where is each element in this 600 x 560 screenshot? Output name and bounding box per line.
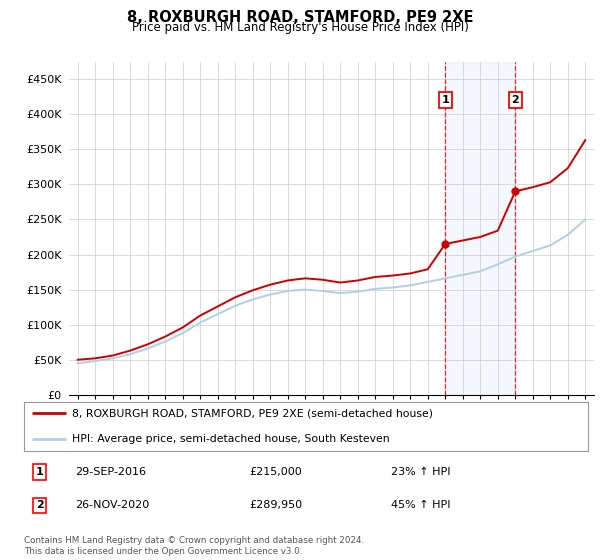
Bar [445,62,515,395]
Text: 29-SEP-2016: 29-SEP-2016 [75,467,146,477]
Text: Price paid vs. HM Land Registry's House Price Index (HPI): Price paid vs. HM Land Registry's House … [131,21,469,34]
Text: 26-NOV-2020: 26-NOV-2020 [75,501,149,510]
Text: 8, ROXBURGH ROAD, STAMFORD, PE9 2XE: 8, ROXBURGH ROAD, STAMFORD, PE9 2XE [127,10,473,25]
Text: 23% ↑ HPI: 23% ↑ HPI [391,467,450,477]
Text: 1: 1 [442,95,449,105]
Text: 2: 2 [511,95,519,105]
Text: 8, ROXBURGH ROAD, STAMFORD, PE9 2XE (semi-detached house): 8, ROXBURGH ROAD, STAMFORD, PE9 2XE (sem… [72,408,433,418]
Text: 1: 1 [36,467,44,477]
Text: HPI: Average price, semi-detached house, South Kesteven: HPI: Average price, semi-detached house,… [72,434,389,444]
Text: £289,950: £289,950 [250,501,303,510]
Text: 2: 2 [36,501,44,510]
Text: Contains HM Land Registry data © Crown copyright and database right 2024.
This d: Contains HM Land Registry data © Crown c… [24,536,364,556]
Text: £215,000: £215,000 [250,467,302,477]
Text: 45% ↑ HPI: 45% ↑ HPI [391,501,450,510]
